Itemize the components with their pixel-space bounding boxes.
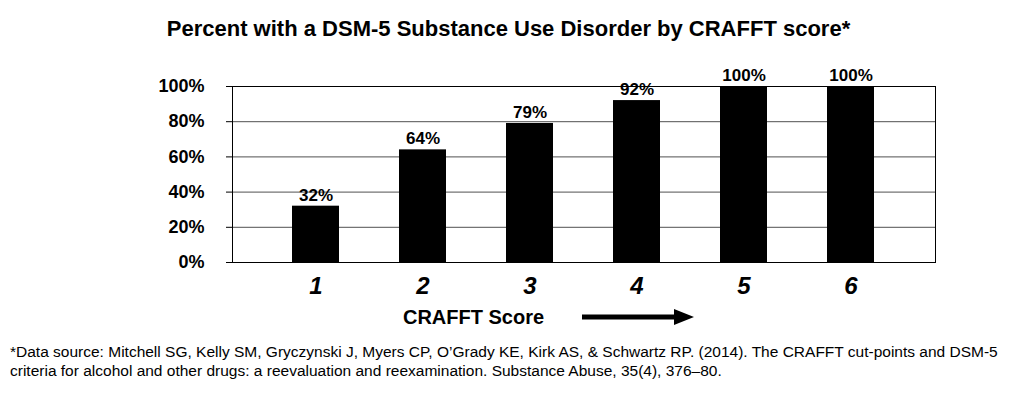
svg-text:80%: 80% bbox=[168, 111, 204, 131]
html-text:Percent with a DSM-5 Substance: Percent with a DSM-5 Substance Use Disor… bbox=[166, 16, 851, 41]
html-text:CRAFFT Score: CRAFFT Score bbox=[402, 305, 545, 328]
svg-text:79%: 79% bbox=[513, 103, 547, 122]
svg-text:64%: 64% bbox=[406, 129, 440, 148]
svg-text:3: 3 bbox=[523, 272, 537, 299]
svg-text:2: 2 bbox=[415, 272, 430, 299]
svg-text:100%: 100% bbox=[829, 66, 872, 85]
svg-text:4: 4 bbox=[629, 272, 643, 299]
svg-text:0%: 0% bbox=[178, 252, 204, 272]
svg-text:100%: 100% bbox=[158, 76, 204, 96]
svg-text:100%: 100% bbox=[722, 66, 765, 85]
svg-text:60%: 60% bbox=[168, 147, 204, 167]
svg-text:1: 1 bbox=[309, 272, 322, 299]
svg-text:20%: 20% bbox=[168, 217, 204, 237]
svg-text:6: 6 bbox=[844, 272, 858, 299]
svg-text:5: 5 bbox=[737, 272, 751, 299]
html-text:*Data source: Mitchell SG, Kel: *Data source: Mitchell SG, Kelly SM, Gry… bbox=[10, 343, 998, 379]
svg-text:40%: 40% bbox=[168, 182, 204, 202]
svg-text:32%: 32% bbox=[299, 186, 333, 205]
svg-text:92%: 92% bbox=[620, 80, 654, 99]
